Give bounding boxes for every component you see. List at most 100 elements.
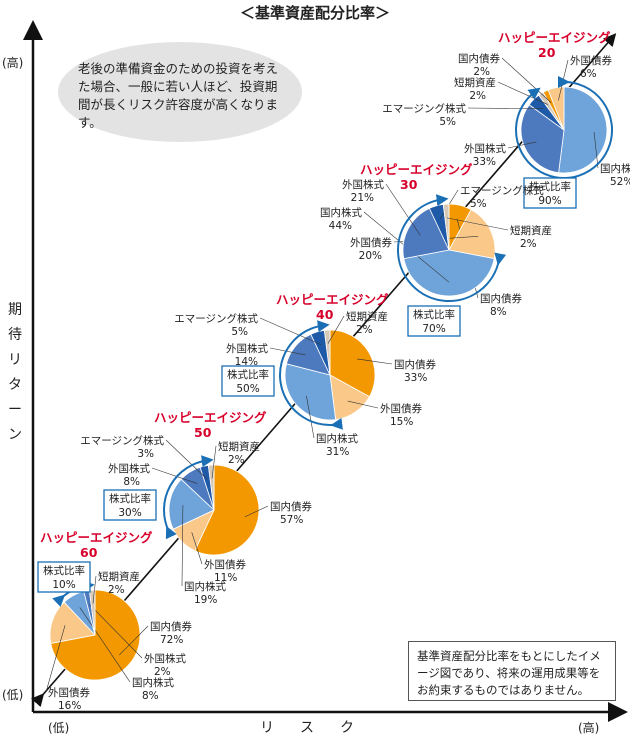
slice-value: 57% bbox=[280, 514, 303, 526]
equity-ratio-value: 10% bbox=[52, 579, 75, 591]
slice-label: 国内株式 bbox=[184, 580, 226, 593]
equity-ratio-value: 50% bbox=[236, 383, 259, 395]
slice-label: 外国株式 bbox=[108, 462, 150, 475]
slice-value: 14% bbox=[235, 356, 258, 368]
slice-value: 11% bbox=[214, 572, 237, 584]
slice-value: 2% bbox=[356, 324, 373, 336]
leader-line bbox=[269, 347, 306, 356]
slice-label: 国内債券 bbox=[150, 620, 192, 633]
equity-ratio-box bbox=[523, 177, 577, 209]
equity-ratio-label: 株式比率 bbox=[109, 492, 151, 505]
slice-value: 5% bbox=[231, 326, 248, 338]
leader-line bbox=[357, 358, 393, 365]
leader-line bbox=[497, 81, 548, 105]
leader-line bbox=[306, 395, 315, 439]
slice-label: 国内債券 bbox=[458, 52, 500, 65]
pie-slice bbox=[520, 104, 565, 174]
slice-value: 33% bbox=[404, 372, 427, 384]
chart-title: ＜基準資産配分比率＞ bbox=[239, 4, 390, 22]
equity-ratio-label: 株式比率 bbox=[227, 368, 269, 381]
pie-title: ハッピーエイジング bbox=[40, 530, 153, 545]
slice-label: 外国債券 bbox=[48, 686, 90, 699]
slice-label: 外国債券 bbox=[204, 558, 246, 571]
equity-ratio-box bbox=[407, 305, 461, 337]
equity-ratio-value: 70% bbox=[422, 323, 445, 335]
equity-ratio-box bbox=[37, 561, 91, 593]
slice-value: 44% bbox=[329, 220, 352, 232]
pie-chart-5: 国内債券72%外国債券16%国内株式8%外国株式2%短期資産2%ハッピーエイジン… bbox=[37, 530, 192, 712]
leader-line bbox=[119, 625, 149, 656]
slice-label: エマージング株式 bbox=[460, 184, 544, 197]
y-axis-label: 期待リターン bbox=[8, 302, 22, 443]
slice-value: 6% bbox=[580, 68, 597, 80]
slice-label: 国内株式 bbox=[320, 206, 362, 219]
slice-label: 短期資産 bbox=[218, 440, 260, 453]
equity-ratio-label: 株式比率 bbox=[413, 308, 455, 321]
leader-line bbox=[165, 439, 208, 480]
leader-line bbox=[347, 400, 379, 409]
pie-title-number: 30 bbox=[400, 177, 418, 192]
slice-value: 72% bbox=[160, 634, 183, 646]
slice-value: 2% bbox=[108, 584, 125, 596]
slice-value: 52% bbox=[610, 176, 630, 188]
slice-label: エマージング株式 bbox=[174, 312, 258, 325]
slice-value: 16% bbox=[58, 700, 81, 712]
pie-chart-1: 国内株式52%外国株式33%エマージング株式5%短期資産2%国内債券2%外国債券… bbox=[382, 30, 630, 209]
slice-value: 31% bbox=[326, 446, 349, 458]
slice-label: 国内株式 bbox=[316, 432, 358, 445]
equity-arc bbox=[163, 455, 214, 540]
slice-label: 外国債券 bbox=[570, 54, 612, 67]
slice-label: 短期資産 bbox=[346, 310, 388, 323]
equity-ratio-label: 株式比率 bbox=[529, 180, 571, 193]
pie-title: ハッピーエイジング bbox=[498, 30, 611, 45]
slice-label: 短期資産 bbox=[510, 224, 552, 237]
leader-line bbox=[507, 141, 537, 149]
equity-ratio-box bbox=[103, 489, 157, 521]
equity-ratio-value: 30% bbox=[118, 507, 141, 519]
slice-value: 19% bbox=[194, 594, 217, 606]
leader-line bbox=[385, 183, 421, 236]
slice-label: 短期資産 bbox=[454, 76, 496, 89]
slice-value: 15% bbox=[390, 416, 413, 428]
slice-value: 2% bbox=[154, 666, 171, 678]
slice-label: エマージング株式 bbox=[80, 434, 164, 447]
slice-value: 2% bbox=[228, 454, 245, 466]
leader-line bbox=[467, 107, 543, 110]
equity-ratio-label: 株式比率 bbox=[43, 564, 85, 577]
slice-value: 8% bbox=[490, 306, 507, 318]
slice-value: 8% bbox=[123, 476, 140, 488]
equity-ratio-value: 90% bbox=[538, 195, 561, 207]
equity-arc bbox=[515, 75, 613, 179]
slice-label: 国内債券 bbox=[270, 500, 312, 513]
slice-value: 5% bbox=[470, 198, 487, 210]
equity-arc bbox=[397, 194, 507, 302]
slice-value: 3% bbox=[137, 448, 154, 460]
equity-ratio-box bbox=[221, 365, 275, 397]
slice-value: 8% bbox=[142, 690, 159, 702]
pie-title: ハッピーエイジング bbox=[154, 410, 267, 425]
leader-line bbox=[88, 603, 143, 659]
slice-label: 外国債券 bbox=[350, 236, 392, 249]
x-axis-label: リスク bbox=[260, 720, 380, 736]
slice-label: 外国株式 bbox=[464, 142, 506, 155]
x-tick-high: (高) bbox=[578, 721, 600, 735]
pie-title-number: 20 bbox=[538, 45, 556, 60]
slice-label: 国内株式 bbox=[600, 162, 630, 175]
pie-title: ハッピーエイジング bbox=[276, 292, 389, 307]
slice-label: 外国株式 bbox=[144, 652, 186, 665]
slice-label: 外国株式 bbox=[342, 178, 384, 191]
pie-slice bbox=[558, 86, 608, 174]
y-tick-low: (低) bbox=[2, 688, 24, 702]
slice-label: 国内債券 bbox=[480, 292, 522, 305]
slice-label: 国内債券 bbox=[394, 358, 436, 371]
slice-label: 外国債券 bbox=[380, 402, 422, 415]
leader-line bbox=[501, 57, 552, 103]
x-tick-low: (低) bbox=[48, 721, 70, 735]
slice-value: 2% bbox=[473, 66, 490, 78]
pie-title-number: 40 bbox=[316, 307, 334, 322]
slice-label: 国内株式 bbox=[132, 676, 174, 689]
pie-title: ハッピーエイジング bbox=[360, 162, 473, 177]
